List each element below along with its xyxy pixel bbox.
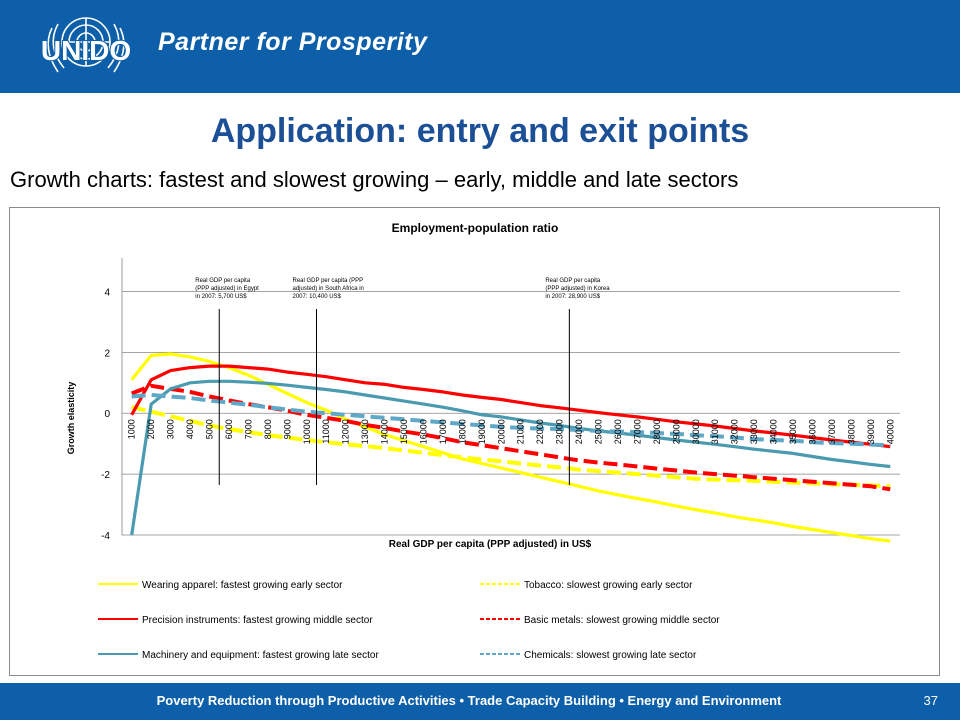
x-tick-label: 19000 <box>477 419 487 444</box>
x-tick-label: 29000 <box>671 419 681 444</box>
x-tick-label: 23000 <box>555 419 565 444</box>
x-tick-label: 25000 <box>594 419 604 444</box>
x-tick-label: 30000 <box>691 419 701 444</box>
annotation-text: (PPP adjusted) in Korea <box>545 286 610 292</box>
series-line-5 <box>130 379 891 536</box>
legend-label: Wearing apparel: fastest growing early s… <box>142 580 343 591</box>
annotation-text: (PPP adjusted) in Egypt <box>195 286 259 292</box>
series-layer <box>130 352 891 543</box>
series-line-2 <box>131 405 891 489</box>
x-tick-label: 26000 <box>613 419 623 444</box>
x-tick-label: 9000 <box>282 419 292 439</box>
y-tick-labels: 4 2 0 -2 -4 <box>101 287 110 542</box>
x-tick-label: 15000 <box>399 419 409 444</box>
legend: Wearing apparel: fastest growing early s… <box>98 580 720 661</box>
legend-label: Tobacco: slowest growing early sector <box>524 580 693 591</box>
x-tick-label: 20000 <box>496 419 506 444</box>
x-tick-label: 24000 <box>574 419 584 444</box>
grid <box>121 258 900 536</box>
x-tick-label: 34000 <box>769 419 779 444</box>
y-axis-label: Growth elasticity <box>66 382 76 455</box>
x-tick-label: 13000 <box>360 419 370 444</box>
x-tick-label: 39000 <box>866 419 876 444</box>
x-tick-label: 7000 <box>243 419 253 439</box>
y-tick-label: -2 <box>101 470 110 481</box>
annotation-text: adjusted) in South Africa in <box>293 286 364 292</box>
x-tick-label: 10000 <box>302 419 312 444</box>
y-tick-label: 4 <box>104 287 110 298</box>
x-axis-label: Real GDP per capita (PPP adjusted) in US… <box>389 539 592 550</box>
annotations: Real GDP per capita (PPP adjusted) in Egy… <box>195 278 610 485</box>
chart-title: Employment-population ratio <box>392 221 559 235</box>
x-tick-label: 27000 <box>632 419 642 444</box>
x-tick-label: 11000 <box>321 419 331 443</box>
x-tick-label: 8000 <box>263 419 273 439</box>
x-tick-label: 3000 <box>166 419 176 439</box>
x-tick-label: 32000 <box>730 419 740 444</box>
annotation-text: Real GDP per capita (PPP <box>293 278 364 284</box>
x-tick-label: 16000 <box>418 419 428 444</box>
annotation-text: in 2007: 28,900 US$ <box>545 294 600 300</box>
x-tick-label: 18000 <box>457 419 467 444</box>
legend-label: Machinery and equipment: fastest growing… <box>142 650 379 661</box>
x-tick-label: 37000 <box>827 419 837 444</box>
legend-label: Basic metals: slowest growing middle sec… <box>524 615 720 626</box>
x-tick-label: 40000 <box>885 419 895 444</box>
annotation-text: Real GDP per capita <box>545 278 601 284</box>
x-tick-label: 14000 <box>380 419 390 444</box>
annotation-text: 2007: 10,400 US$ <box>293 294 342 300</box>
slide-subtitle: Growth charts: fastest and slowest growi… <box>10 167 739 192</box>
page-number: 37 <box>923 693 938 708</box>
logo-text: UNIDO <box>41 35 131 66</box>
x-tick-label: 12000 <box>341 419 351 444</box>
y-tick-label: -4 <box>101 531 110 542</box>
chart-frame: Employment-population ratio Growth elast… <box>9 207 940 676</box>
header-banner: UNIDO Partner for Prosperity <box>0 0 960 93</box>
y-tick-label: 2 <box>104 348 110 359</box>
x-tick-label: 22000 <box>535 419 545 444</box>
y-tick-label: 0 <box>104 409 110 420</box>
x-tick-label: 33000 <box>749 419 759 444</box>
x-tick-label: 4000 <box>185 419 195 439</box>
annotation-text: in 2007: 5,700 US$ <box>195 294 247 300</box>
x-tick-label: 21000 <box>516 419 526 444</box>
tagline: Partner for Prosperity <box>158 28 428 56</box>
x-tick-label: 6000 <box>224 419 234 439</box>
x-tick-label: 36000 <box>807 419 817 444</box>
footer-text: Poverty Reduction through Productive Act… <box>156 693 782 708</box>
legend-label: Precision instruments: fastest growing m… <box>142 615 373 626</box>
x-tick-labels: 1000 2000 3000 4000 5000 6000 7000 8000 9000 1000… <box>127 419 896 444</box>
x-tick-label: 35000 <box>788 419 798 444</box>
un-emblem-icon: UNIDO <box>40 17 132 73</box>
x-tick-label: 28000 <box>652 419 662 444</box>
x-tick-label: 2000 <box>146 419 156 439</box>
series-line-1 <box>130 352 891 543</box>
x-tick-label: 31000 <box>710 419 720 444</box>
employment-chart: Employment-population ratio Growth elast… <box>66 221 900 661</box>
footer-banner: Poverty Reduction through Productive Act… <box>0 683 960 720</box>
legend-label: Chemicals: slowest growing late sector <box>524 650 697 661</box>
slide-title: Application: entry and exit points <box>210 112 750 150</box>
annotation-text: Real GDP per capita <box>195 278 251 284</box>
series-line-6 <box>131 393 891 448</box>
x-tick-label: 38000 <box>846 419 856 444</box>
x-tick-label: 17000 <box>438 419 448 444</box>
x-tick-label: 5000 <box>205 419 215 439</box>
series-line-3 <box>130 364 891 449</box>
x-tick-label: 1000 <box>127 419 137 439</box>
